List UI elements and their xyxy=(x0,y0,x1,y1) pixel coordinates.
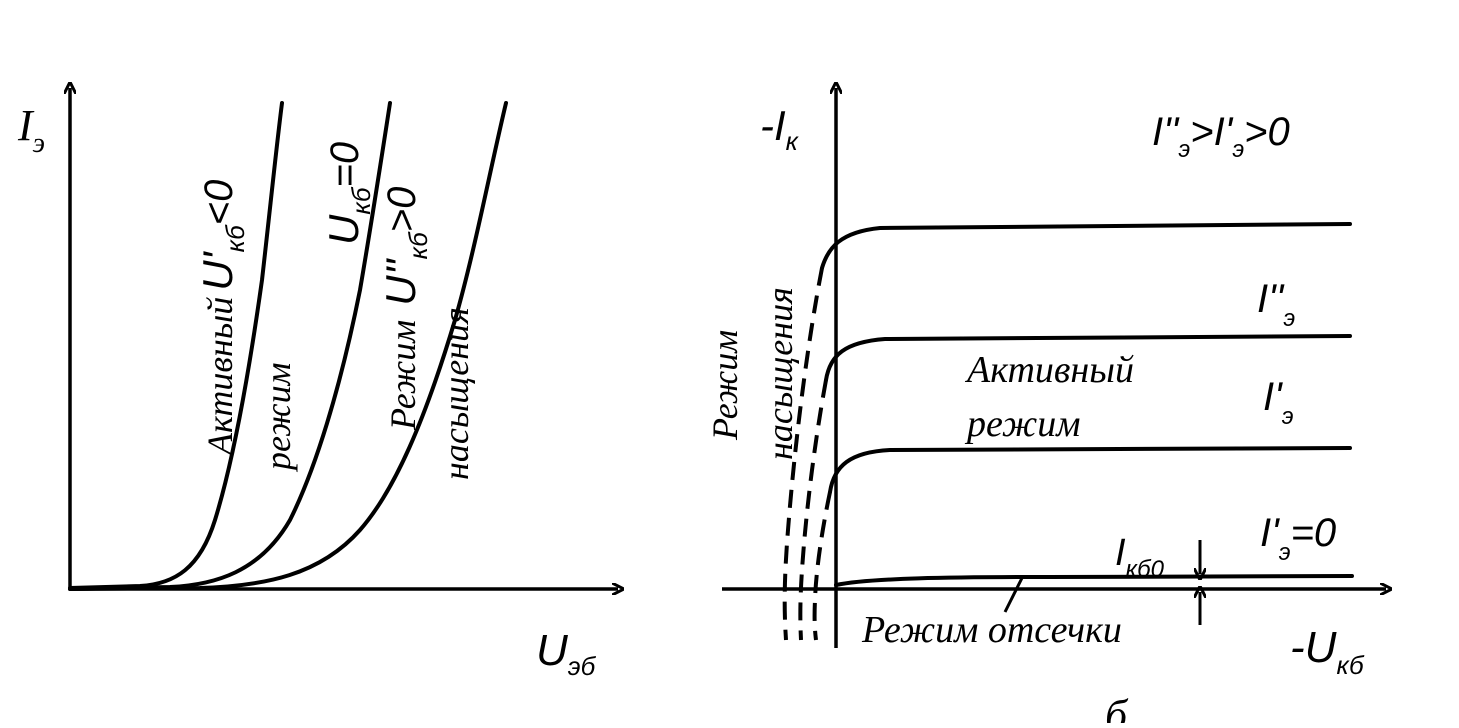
curve-ie-top-dashed xyxy=(782,267,824,641)
figure-caption: б xyxy=(1105,691,1129,723)
curve-ukb-negative xyxy=(68,101,284,590)
right-y-axis-label: -Iк xyxy=(760,102,800,156)
cutoff-region-label: Режим отсечки xyxy=(861,609,1122,651)
curve-ie-prime xyxy=(828,446,1352,494)
curve3-region-label: насыщения xyxy=(436,307,476,480)
curve-label-ie-zero: I'э=0 xyxy=(1260,511,1336,566)
left-y-axis-label: Iэ xyxy=(17,101,45,159)
curve-ie-prime-dashed xyxy=(812,491,832,641)
saturation-label-1: Режим xyxy=(705,330,745,441)
right-x-axis-label: -Uкб xyxy=(1290,623,1365,680)
curve-label-ie-prime: I'э xyxy=(1263,375,1294,430)
curve-ie-zero xyxy=(834,574,1354,587)
left-x-axis-label: Uэб xyxy=(536,626,597,681)
curve-ie-top xyxy=(820,222,1352,270)
curve2-label: Uкб=0 xyxy=(320,142,376,245)
right-panel: -Iк -Uкб I''э>I'э>0 I''э I'э I'э=0 Актив… xyxy=(705,88,1386,680)
left-panel: Iэ Uэб АктивныйU'кб<0 режим Uкб=0 РежимU… xyxy=(17,88,618,681)
curve-label-ie-double-prime: I''э xyxy=(1257,277,1295,332)
cutoff-pointer xyxy=(1003,577,1024,613)
curve-ukb-zero xyxy=(68,101,392,591)
curve1-label: АктивныйU'кб<0 xyxy=(194,180,250,457)
right-legend: I''э>I'э>0 xyxy=(1152,110,1290,163)
ikb0-label: Iкб0 xyxy=(1115,532,1165,583)
curve-ukb-positive xyxy=(68,101,508,591)
curve3-label: РежимU''кб>0 xyxy=(377,187,433,431)
active-region-label-1: Активный xyxy=(964,349,1134,391)
saturation-label-2: насыщения xyxy=(760,287,800,460)
curve-ie-double-prime xyxy=(824,334,1352,382)
curve-ie-double-prime-dashed xyxy=(798,379,828,641)
curve1-region-label: режим xyxy=(258,362,298,473)
active-region-label-2: режим xyxy=(964,403,1081,445)
